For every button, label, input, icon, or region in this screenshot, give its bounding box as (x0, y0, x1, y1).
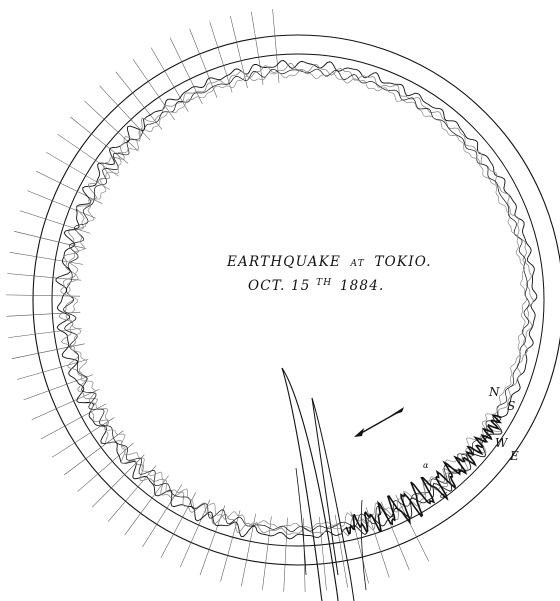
svg-text:EARTHQUAKE AT TOKI: EARTHQUAKE AT TOKIO. (226, 254, 432, 270)
label-n: N (488, 385, 500, 399)
time-mark-tick (209, 21, 233, 93)
time-mark-tick (35, 170, 103, 205)
time-mark-tick (115, 71, 163, 130)
time-mark-tick (23, 374, 94, 401)
time-mark-tick (9, 252, 83, 265)
time-mark-tick (230, 15, 248, 88)
title-word-tokio: TOKIO. (374, 254, 431, 270)
time-mark-tick (189, 28, 218, 98)
trace-disturbance (345, 414, 503, 535)
loop-5 (295, 467, 307, 576)
loop-2 (281, 367, 323, 601)
time-mark-tick (160, 492, 196, 558)
time-mark-tick (251, 11, 264, 85)
time-mark-tick (365, 507, 390, 578)
loop-1 (281, 367, 339, 601)
time-mark-tick (262, 516, 272, 590)
time-mark-tick (107, 465, 157, 522)
time-mark-tick (395, 494, 429, 562)
loop-4 (311, 397, 339, 576)
time-mark-tick (199, 505, 226, 576)
time-mark-tick (45, 151, 111, 190)
time-mark-tick (124, 475, 169, 536)
time-mark-tick (303, 517, 306, 592)
time-mark-tick (283, 517, 288, 592)
label-e: E (509, 449, 519, 463)
time-mark-tick (8, 327, 82, 338)
time-mark-tick (14, 231, 87, 249)
title-word-earthquake: EARTHQUAKE (226, 254, 341, 270)
time-mark-tick (7, 273, 81, 281)
label-w: W (495, 436, 509, 450)
outer-ring (32, 34, 560, 566)
time-mark-tick (179, 499, 211, 568)
loop-6 (360, 499, 367, 591)
time-mark-tick (11, 343, 85, 359)
inner-ring (51, 53, 545, 547)
title-year: 1884. (340, 278, 385, 294)
rotation-arrow-icon (354, 407, 404, 437)
trace-label-alpha: α (423, 461, 429, 470)
time-mark-tick (31, 389, 100, 420)
loop-3 (311, 397, 355, 601)
time-mark-tick (84, 100, 139, 152)
time-mark-tick (169, 37, 203, 105)
figure-title: EARTHQUAKE AT TOKIO. OCT. 15 TH 1884. (226, 254, 432, 294)
seismogram-traces (55, 60, 538, 540)
trace-d (65, 69, 527, 529)
time-mark-tick (77, 442, 134, 492)
time-mark-tick (334, 514, 348, 588)
time-mark-tick (51, 417, 115, 458)
time-mark-tick (57, 133, 119, 177)
title-word-at: AT (350, 259, 365, 269)
label-s: S (507, 399, 515, 413)
time-mark-tick (27, 190, 97, 219)
svg-text:OCT. 15 TH 1884.: OCT. 15 TH 1884. (248, 273, 385, 294)
trace-label-alpha-prime: α′ (440, 491, 447, 500)
trace-b (58, 62, 534, 537)
time-mark-tick (99, 85, 151, 141)
time-mark-tick (92, 454, 145, 508)
time-mark-tick (16, 359, 89, 380)
displacement-loops (281, 367, 367, 601)
time-mark-tick (19, 210, 91, 234)
time-mark-tick (5, 294, 81, 297)
time-mark-tick (319, 516, 327, 591)
title-date: OCT. 15 (248, 278, 311, 294)
trace-a (55, 60, 538, 540)
time-mark-ticks (5, 9, 429, 592)
time-mark-tick (150, 47, 189, 112)
time-mark-tick (220, 510, 241, 582)
time-mark-tick (132, 58, 176, 121)
time-mark-tick (142, 484, 183, 548)
title-date-suffix: TH (316, 278, 332, 288)
